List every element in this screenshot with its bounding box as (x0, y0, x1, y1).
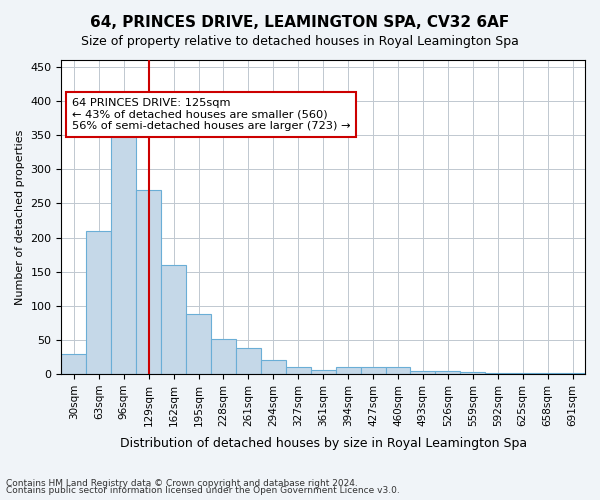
Bar (485, 372, 510, 374)
Bar (286, 366, 311, 374)
Bar (460, 372, 485, 374)
Bar (86, 230, 111, 374)
Bar (436, 370, 460, 374)
Text: 64 PRINCES DRIVE: 125sqm
← 43% of detached houses are smaller (560)
56% of semi-: 64 PRINCES DRIVE: 125sqm ← 43% of detach… (72, 98, 350, 131)
X-axis label: Distribution of detached houses by size in Royal Leamington Spa: Distribution of detached houses by size … (119, 437, 527, 450)
Bar (111, 118, 136, 374)
Bar (136, 190, 161, 374)
Bar (261, 360, 286, 374)
Text: Contains HM Land Registry data © Crown copyright and database right 2024.: Contains HM Land Registry data © Crown c… (6, 478, 358, 488)
Bar (211, 338, 236, 374)
Bar (361, 367, 386, 374)
Bar (410, 370, 436, 374)
Text: 64, PRINCES DRIVE, LEAMINGTON SPA, CV32 6AF: 64, PRINCES DRIVE, LEAMINGTON SPA, CV32 … (91, 15, 509, 30)
Text: Contains public sector information licensed under the Open Government Licence v3: Contains public sector information licen… (6, 486, 400, 495)
Bar (236, 348, 261, 374)
Text: Size of property relative to detached houses in Royal Leamington Spa: Size of property relative to detached ho… (81, 35, 519, 48)
Bar (386, 367, 410, 374)
Y-axis label: Number of detached properties: Number of detached properties (15, 130, 25, 304)
Bar (61, 354, 86, 374)
Bar (311, 370, 335, 374)
Bar (186, 314, 211, 374)
Bar (335, 366, 361, 374)
Bar (161, 265, 186, 374)
